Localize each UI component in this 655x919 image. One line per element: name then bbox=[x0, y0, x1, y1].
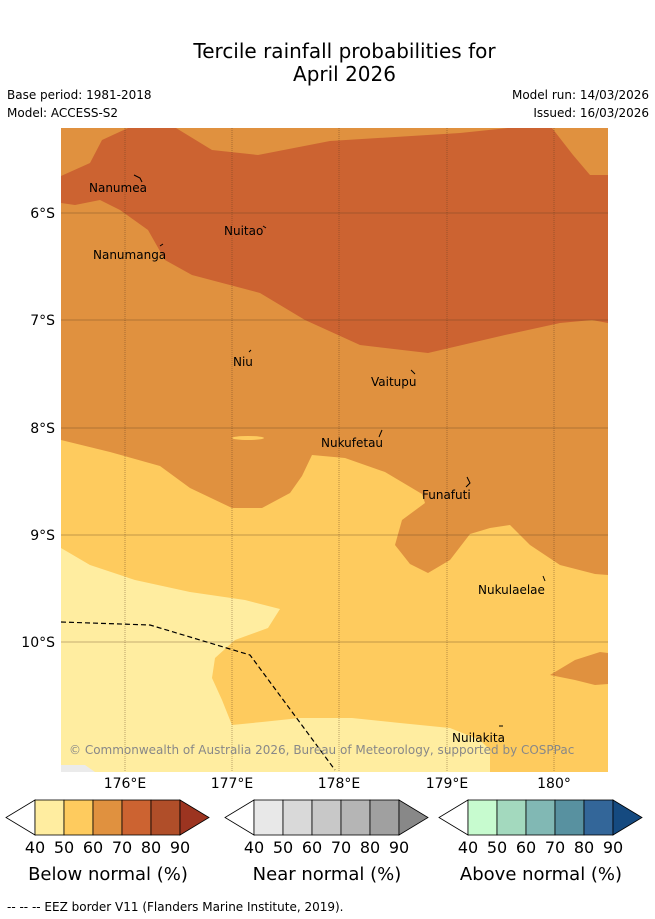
colorbar-title-near: Near normal (%) bbox=[252, 864, 402, 885]
lat-label-9s: 9°S bbox=[30, 528, 55, 544]
issued-date: Issued: 16/03/2026 bbox=[533, 106, 649, 120]
colorbar-near-low-extend bbox=[224, 799, 255, 836]
label-niu: Niu bbox=[233, 355, 253, 369]
colorbar-above-segment bbox=[496, 799, 527, 836]
colorbar-above-segment bbox=[525, 799, 556, 836]
base-period: Base period: 1981-2018 bbox=[7, 88, 152, 102]
island-nukulaelae bbox=[542, 575, 546, 582]
colorbar-above-segment bbox=[583, 799, 614, 836]
island-vaitupu bbox=[410, 369, 416, 375]
colorbar-near-segment bbox=[311, 799, 342, 836]
colorbar-above-tick: 80 bbox=[574, 838, 594, 857]
colorbar-near-tick: 80 bbox=[360, 838, 380, 857]
label-nuitao: Nuitao bbox=[224, 224, 263, 238]
colorbar-below-tick: 90 bbox=[170, 838, 190, 857]
colorbar-near-tick: 90 bbox=[389, 838, 409, 857]
colorbar-near-tick: 70 bbox=[331, 838, 351, 857]
label-nanumanga: Nanumanga bbox=[93, 248, 166, 262]
field-40-50 bbox=[61, 548, 490, 772]
islands bbox=[133, 174, 546, 727]
colorbar-below-tick: 70 bbox=[112, 838, 132, 857]
label-nanumea: Nanumea bbox=[89, 181, 147, 195]
lat-label-6s: 6°S bbox=[30, 206, 55, 222]
probability-fields bbox=[61, 128, 608, 772]
colorbar-below-segment bbox=[121, 799, 152, 836]
colorbar-above-tick: 70 bbox=[545, 838, 565, 857]
field-60-70-patch bbox=[550, 652, 608, 685]
colorbar-above-tick: 90 bbox=[603, 838, 623, 857]
lon-label-176e: 176°E bbox=[104, 776, 147, 790]
island-nanumanga bbox=[159, 243, 164, 247]
colorbar-below-tick: 80 bbox=[141, 838, 161, 857]
island-nukufetau bbox=[378, 429, 383, 438]
colorbar-near-high-extend bbox=[398, 799, 429, 836]
lon-label-177e: 177°E bbox=[211, 776, 254, 790]
colorbar-below-segment bbox=[34, 799, 65, 836]
colorbar-title-above: Above normal (%) bbox=[459, 864, 623, 885]
lat-label-8s: 8°S bbox=[30, 421, 55, 437]
colorbar-above-segment bbox=[467, 799, 498, 836]
lon-label-178e: 178°E bbox=[318, 776, 361, 790]
label-funafuti: Funafuti bbox=[422, 488, 471, 502]
colorbars: 40 50 60 70 80 90 40 50 60 70 80 90 40 50 60 70 80 90 bbox=[5, 799, 643, 857]
label-nuilakita: Nuilakita bbox=[452, 731, 505, 745]
colorbar-title-below: Below normal (%) bbox=[28, 864, 188, 885]
label-vaitupu: Vaitupu bbox=[371, 375, 417, 389]
colorbar-above-segment bbox=[554, 799, 585, 836]
label-nukulaelae: Nukulaelae bbox=[478, 583, 545, 597]
colorbar-near-segment bbox=[253, 799, 284, 836]
colorbar-below-high-extend bbox=[179, 799, 210, 836]
colorbar-near-tick: 40 bbox=[244, 838, 264, 857]
colorbar-below-segment bbox=[150, 799, 181, 836]
colorbar-near-segment bbox=[282, 799, 313, 836]
lon-label-180: 180° bbox=[537, 776, 571, 790]
lat-label-7s: 7°S bbox=[30, 313, 55, 329]
colorbar-below-segment bbox=[63, 799, 94, 836]
island-nuitao bbox=[262, 225, 267, 229]
map-title: Tercile rainfall probabilities for April… bbox=[0, 40, 655, 86]
colorbar-near-tick: 60 bbox=[302, 838, 322, 857]
colorbar-above-tick: 60 bbox=[516, 838, 536, 857]
island-nanumea bbox=[133, 174, 143, 183]
colorbar-near-tick: 50 bbox=[273, 838, 293, 857]
island-niu bbox=[248, 349, 252, 353]
rainfall-map: Nanumea Nuitao Nanumanga Niu Vaitupu Nuk… bbox=[21, 128, 608, 790]
label-nukufetau: Nukufetau bbox=[321, 436, 383, 450]
colorbar-below-low-extend bbox=[5, 799, 36, 836]
title-line-1: Tercile rainfall probabilities for bbox=[193, 39, 496, 63]
colorbar-near-segment bbox=[369, 799, 400, 836]
lon-label-179e: 179°E bbox=[426, 776, 469, 790]
eez-border bbox=[60, 621, 336, 771]
colorbar-below-tick: 40 bbox=[25, 838, 45, 857]
colorbar-near-segment bbox=[340, 799, 371, 836]
colorbar-above-tick: 40 bbox=[458, 838, 478, 857]
colorbar-above-tick: 50 bbox=[487, 838, 507, 857]
model-name: Model: ACCESS-S2 bbox=[7, 106, 119, 120]
lat-label-10s: 10°S bbox=[21, 635, 55, 651]
colorbar-below-tick: 50 bbox=[54, 838, 74, 857]
field-70-80 bbox=[61, 128, 608, 353]
field-sliver bbox=[232, 436, 264, 440]
gridlines bbox=[61, 128, 608, 772]
model-run: Model run: 14/03/2026 bbox=[511, 88, 649, 102]
copyright-notice: © Commonwealth of Australia 2026, Bureau… bbox=[69, 743, 574, 757]
island-funafuti bbox=[465, 476, 471, 488]
colorbar-below-tick: 60 bbox=[83, 838, 103, 857]
title-line-2: April 2026 bbox=[293, 62, 396, 86]
colorbar-above-high-extend bbox=[612, 799, 643, 836]
no-data-patch bbox=[61, 765, 95, 772]
eez-footnote: -- -- -- EEZ border V11 (Flanders Marine… bbox=[7, 900, 344, 914]
colorbar-above-low-extend bbox=[438, 799, 469, 836]
colorbar-below-segment bbox=[92, 799, 123, 836]
